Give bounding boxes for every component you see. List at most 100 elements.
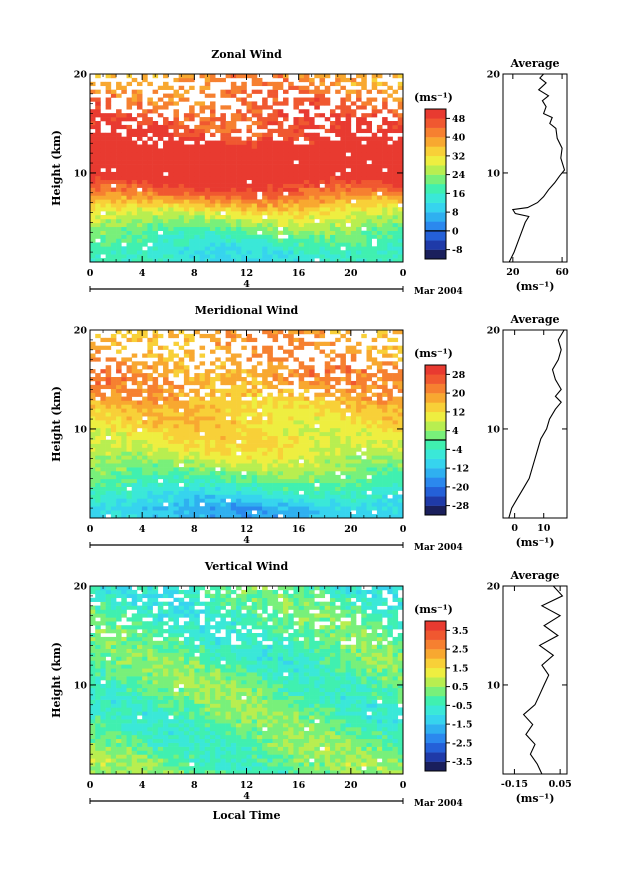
heatmap-cell bbox=[314, 140, 320, 145]
heatmap-cell bbox=[100, 179, 106, 184]
heatmap-cell bbox=[199, 447, 206, 452]
heatmap-cell bbox=[209, 230, 216, 235]
heatmap-cell bbox=[309, 424, 315, 429]
heatmap-cell bbox=[152, 451, 159, 456]
heatmap-cell bbox=[314, 199, 320, 204]
heatmap-cell bbox=[209, 238, 216, 243]
heatmap-cell bbox=[100, 148, 106, 153]
heatmap-cell bbox=[371, 113, 378, 118]
heatmap-cell bbox=[220, 121, 226, 126]
heatmap-cell bbox=[105, 222, 112, 228]
heatmap-cell bbox=[376, 199, 383, 204]
heatmap-cell bbox=[204, 404, 211, 409]
heatmap-cell bbox=[126, 246, 133, 251]
heatmap-cell bbox=[220, 171, 226, 177]
heatmap-cell bbox=[356, 373, 362, 378]
heatmap-cell bbox=[116, 498, 122, 503]
heatmap-cell bbox=[283, 420, 289, 425]
heatmap-cell bbox=[173, 199, 179, 204]
heatmap-cell bbox=[319, 455, 326, 460]
heatmap-cell bbox=[168, 179, 174, 184]
heatmap-cell bbox=[157, 435, 164, 440]
heatmap-cell bbox=[288, 81, 294, 87]
heatmap-cell bbox=[376, 250, 383, 255]
heatmap-cell bbox=[241, 144, 247, 149]
heatmap-cell bbox=[220, 373, 226, 378]
heatmap-cell bbox=[251, 416, 258, 421]
heatmap-cell bbox=[246, 199, 253, 204]
heatmap-cell bbox=[189, 400, 195, 405]
heatmap-cell bbox=[246, 459, 253, 464]
heatmap-cell bbox=[152, 333, 159, 339]
heatmap-cell bbox=[136, 81, 143, 87]
heatmap-cell bbox=[215, 404, 221, 409]
heatmap-cell bbox=[366, 254, 372, 259]
heatmap-cell bbox=[183, 443, 190, 448]
heatmap-cell bbox=[387, 168, 393, 173]
heatmap-cell bbox=[142, 222, 148, 228]
heatmap-cell bbox=[105, 144, 112, 149]
heatmap-cell bbox=[319, 412, 326, 417]
heatmap-cell bbox=[236, 258, 242, 263]
heatmap-cell bbox=[215, 506, 221, 511]
heatmap-cell bbox=[246, 207, 253, 212]
heatmap-cell bbox=[142, 377, 148, 382]
heatmap-cell bbox=[382, 183, 388, 188]
heatmap-cell bbox=[168, 474, 174, 480]
heatmap-cell bbox=[163, 482, 169, 487]
heatmap-cell bbox=[194, 467, 200, 472]
heatmap-cell bbox=[209, 124, 216, 130]
heatmap-cell bbox=[366, 234, 372, 239]
heatmap-cell bbox=[241, 416, 247, 421]
heatmap-cell bbox=[95, 199, 101, 204]
heatmap-cell bbox=[283, 451, 289, 456]
heatmap-cell bbox=[272, 81, 279, 87]
heatmap-cell bbox=[314, 250, 320, 255]
heatmap-cell bbox=[157, 195, 164, 200]
heatmap-cell bbox=[168, 490, 174, 495]
heatmap-cell bbox=[366, 471, 372, 476]
heatmap-cell bbox=[230, 510, 237, 515]
heatmap-cell bbox=[382, 175, 388, 181]
heatmap-cell bbox=[262, 218, 268, 224]
heatmap-cell bbox=[126, 124, 133, 130]
heatmap-cell bbox=[277, 373, 284, 378]
heatmap-cell bbox=[209, 459, 216, 464]
heatmap-cell bbox=[267, 250, 273, 255]
heatmap-cell bbox=[277, 74, 284, 79]
heatmap-cell bbox=[215, 502, 221, 507]
heatmap-cell bbox=[251, 388, 258, 393]
heatmap-cell bbox=[126, 455, 133, 460]
heatmap-cell bbox=[324, 377, 331, 382]
heatmap-cell bbox=[110, 199, 117, 204]
heatmap-cell bbox=[126, 117, 133, 122]
heatmap-cell bbox=[230, 424, 237, 429]
heatmap-cell bbox=[230, 242, 237, 247]
heatmap-cell bbox=[293, 121, 299, 126]
heatmap-cell bbox=[194, 207, 200, 212]
heatmap-cell bbox=[262, 514, 268, 519]
heatmap-cell bbox=[241, 502, 247, 507]
heatmap-cell bbox=[350, 175, 357, 181]
heatmap-cell bbox=[142, 467, 148, 472]
heatmap-cell bbox=[267, 451, 273, 456]
heatmap-cell bbox=[298, 254, 305, 259]
heatmap-cell bbox=[319, 218, 326, 224]
heatmap-cell bbox=[340, 424, 346, 429]
heatmap-cell bbox=[303, 490, 310, 495]
heatmap-cell bbox=[131, 478, 138, 484]
heatmap-cell bbox=[220, 215, 226, 220]
heatmap-cell bbox=[246, 183, 253, 188]
heatmap-cell bbox=[345, 156, 352, 161]
heatmap-cell bbox=[105, 471, 112, 476]
heatmap-cell bbox=[121, 117, 127, 122]
heatmap-cell bbox=[382, 459, 388, 464]
heatmap-cell bbox=[376, 416, 383, 421]
heatmap-cell bbox=[361, 486, 367, 491]
heatmap-cell bbox=[95, 400, 101, 405]
heatmap-cell bbox=[157, 242, 164, 247]
heatmap-cell bbox=[189, 246, 195, 251]
heatmap-cell bbox=[303, 373, 310, 378]
heatmap-cell bbox=[335, 156, 341, 161]
heatmap-cell bbox=[309, 380, 315, 386]
